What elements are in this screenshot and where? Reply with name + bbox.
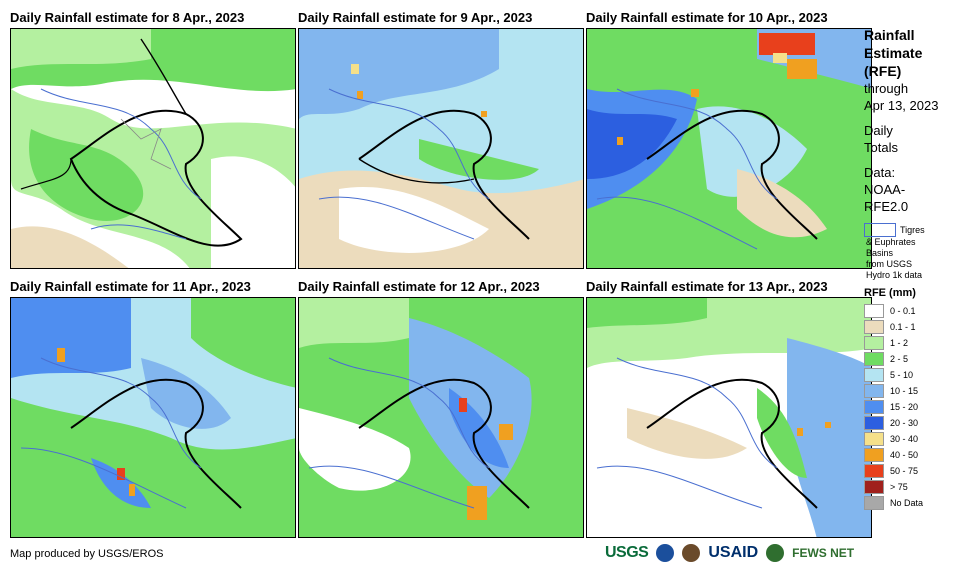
rfe-class-swatch [864,416,884,430]
rfe-heading: RFE (mm) [864,287,916,299]
rfe-class-8: 30 - 40 [864,431,964,447]
rfe-class-swatch [864,448,884,462]
legend-data-label: Data: [864,165,896,180]
rfe-class-10: 50 - 75 [864,463,964,479]
panel-title-10-apr: Daily Rainfall estimate for 10 Apr., 202… [586,10,828,25]
legend-data-source-2: RFE2.0 [864,199,909,214]
legend-data-source-1: NOAA- [864,182,906,197]
rfe-class-label: 15 - 20 [890,402,919,412]
rfe-class-label: 40 - 50 [890,450,919,460]
rainfall-map-10-apr [586,28,872,269]
rfe-class-label: > 75 [890,482,908,492]
rfe-class-2: 1 - 2 [864,335,964,351]
legend-title-2: Estimate [864,45,923,61]
rfe-class-label: 50 - 75 [890,466,919,476]
rfe-class-label: 20 - 30 [890,418,919,428]
rfe-class-9: 40 - 50 [864,447,964,463]
rainfall-map-8-apr [10,28,296,269]
rfe-class-12: No Data [864,495,964,511]
rfe-class-11: > 75 [864,479,964,495]
legend-totals: Totals [864,140,898,155]
basin-line-1: Tigres [900,225,925,235]
fews-net-logo: FEWS NET [792,546,855,560]
rfe-class-7: 20 - 30 [864,415,964,431]
noaa-seal-icon [656,544,675,562]
basin-legend: Tigres [864,221,964,237]
basin-line-4: from USGS [866,259,913,269]
rfe-class-swatch [864,352,884,366]
rfe-class-swatch [864,336,884,350]
basin-line-2: & Euphrates [866,237,916,247]
rfe-class-swatch [864,384,884,398]
rfe-class-swatch [864,496,884,510]
basin-line-3: Basins [866,248,894,258]
usgs-logo: USGS [605,544,649,561]
legend: Rainfall Estimate (RFE) through Apr 13, … [864,26,964,511]
rfe-class-swatch [864,464,884,478]
usda-seal-icon [682,544,701,562]
panel-title-9-apr: Daily Rainfall estimate for 9 Apr., 2023 [298,10,533,25]
panel-title-11-apr: Daily Rainfall estimate for 11 Apr., 202… [10,279,251,294]
rfe-class-label: 30 - 40 [890,434,919,444]
basin-line-5: Hydro 1k data [866,270,923,280]
rainfall-map-11-apr [10,297,296,538]
legend-title-1: Rainfall [864,27,915,43]
legend-title-3: (RFE) [864,63,902,79]
rainfall-map-12-apr [298,297,584,538]
rfe-class-list: 0 - 0.1 0.1 - 1 1 - 2 2 - 5 5 - 10 10 - 15 15 … [864,303,964,511]
panel-title-12-apr: Daily Rainfall estimate for 12 Apr., 202… [298,279,540,294]
rainfall-map-13-apr [586,297,872,538]
rfe-class-swatch [864,368,884,382]
rfe-class-label: 2 - 5 [890,354,909,364]
rfe-class-swatch [864,400,884,414]
panel-title-8-apr: Daily Rainfall estimate for 8 Apr., 2023 [10,10,245,25]
rfe-class-swatch [864,320,884,334]
rfe-class-label: No Data [890,498,924,508]
logo-strip: USGS USAID FEWS NET [605,544,854,562]
rfe-class-6: 15 - 20 [864,399,964,415]
legend-through: through [864,81,909,96]
usaid-logo: USAID [708,544,759,561]
legend-daily: Daily [864,123,893,138]
rfe-class-label: 10 - 15 [890,386,919,396]
rfe-class-5: 10 - 15 [864,383,964,399]
legend-date: Apr 13, 2023 [864,98,939,113]
rfe-class-4: 5 - 10 [864,367,964,383]
rainfall-map-9-apr [298,28,584,269]
panel-title-13-apr: Daily Rainfall estimate for 13 Apr., 202… [586,279,828,294]
rfe-class-swatch [864,480,884,494]
fews-globe-icon [766,544,785,562]
rfe-class-3: 2 - 5 [864,351,964,367]
rfe-class-label: 5 - 10 [890,370,914,380]
rfe-class-1: 0.1 - 1 [864,319,964,335]
credit-text: Map produced by USGS/EROS [10,548,164,560]
rfe-class-label: 0 - 0.1 [890,306,916,316]
rfe-class-label: 1 - 2 [890,338,909,348]
rfe-class-label: 0.1 - 1 [890,322,916,332]
rfe-class-swatch [864,304,884,318]
basin-swatch [864,223,896,237]
rfe-class-0: 0 - 0.1 [864,303,964,319]
rfe-class-swatch [864,432,884,446]
